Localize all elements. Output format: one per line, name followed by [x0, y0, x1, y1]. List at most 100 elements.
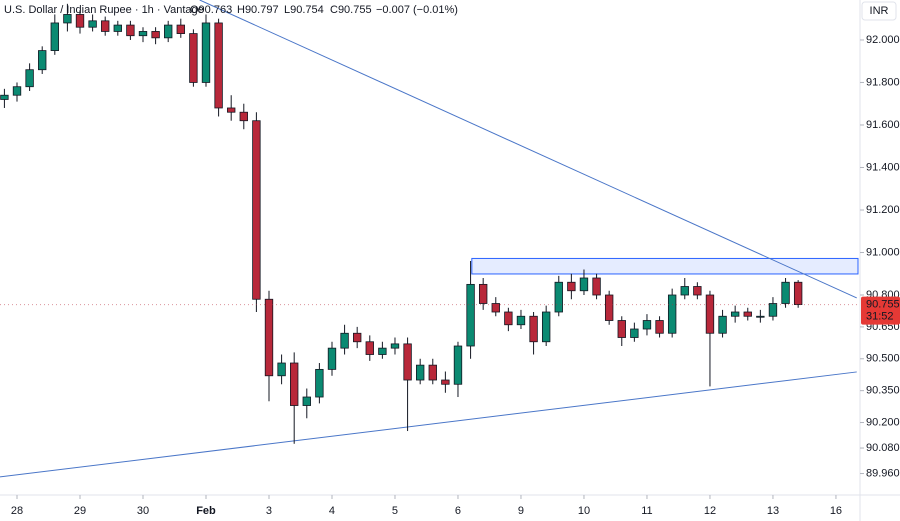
- candle-body: [88, 20, 97, 28]
- candle-body: [617, 320, 626, 338]
- y-tick-label: 91.400: [866, 161, 900, 173]
- candle-body: [315, 368, 324, 398]
- last-price-box: [861, 296, 900, 325]
- candle-body: [264, 298, 274, 377]
- x-tick-label: 29: [74, 505, 86, 517]
- x-tick-label: 11: [641, 505, 652, 517]
- candle-body: [793, 281, 803, 305]
- y-tick-label: 91.800: [866, 76, 900, 88]
- x-tick-label: 3: [266, 505, 272, 517]
- candle-body: [277, 362, 286, 377]
- candle-body: [189, 33, 198, 83]
- y-tick-label: 90.200: [866, 416, 900, 428]
- candle-body: [227, 107, 236, 113]
- y-tick-label: 91.600: [866, 119, 900, 131]
- candle-body: [403, 343, 412, 381]
- candle-body: [655, 320, 664, 334]
- candle-body: [579, 277, 589, 292]
- candle-body: [353, 332, 362, 343]
- resistance-zone: [471, 257, 859, 275]
- candle-body: [541, 311, 551, 343]
- y-tick-label: 90.500: [866, 353, 900, 365]
- x-tick-label: 13: [767, 505, 779, 517]
- candle-body: [0, 94, 9, 100]
- y-tick-label: 89.960: [866, 467, 900, 479]
- currency[interactable]: INR: [870, 5, 889, 17]
- x-tick-label: 28: [11, 505, 23, 517]
- candle-body: [327, 347, 337, 370]
- last-price-label: 90.755: [866, 298, 900, 310]
- trendline: [0, 371, 857, 478]
- candle-body: [491, 303, 500, 313]
- x-tick-label: 9: [518, 505, 524, 517]
- candle-body: [567, 281, 576, 292]
- candle-body: [214, 22, 223, 109]
- candle-body: [302, 396, 311, 406]
- candle-body: [718, 315, 727, 334]
- ohlc-value: C90.755: [330, 4, 372, 16]
- candle-body: [164, 24, 173, 39]
- candle-body: [428, 364, 437, 381]
- candle-body: [176, 24, 185, 34]
- candle-body: [693, 286, 702, 296]
- x-tick-label: 5: [392, 505, 398, 517]
- y-tick-label: 91.200: [866, 204, 900, 216]
- candle-body: [365, 341, 374, 355]
- candle-body: [516, 315, 526, 326]
- ohlc-value: H90.797: [237, 4, 279, 16]
- candle-body: [126, 24, 135, 37]
- candle-body: [667, 294, 677, 334]
- candle-body: [25, 69, 34, 88]
- ohlc-value: L90.754: [284, 4, 324, 16]
- candle-body: [340, 332, 349, 349]
- candle-body: [201, 22, 211, 83]
- candle-body: [781, 281, 790, 304]
- currency-box[interactable]: [861, 1, 897, 21]
- x-tick-label: 6: [455, 505, 461, 517]
- candle-body: [252, 120, 261, 300]
- candle-body: [113, 24, 122, 32]
- ohlc-value: O90.763: [190, 4, 232, 16]
- candle-body: [630, 328, 639, 338]
- candle-body: [151, 31, 160, 39]
- candle-body: [642, 320, 652, 330]
- candle-body: [38, 50, 47, 71]
- candle-body: [705, 294, 715, 334]
- candle-body: [554, 281, 563, 313]
- candle-body: [239, 111, 248, 122]
- candle-body: [743, 311, 752, 317]
- candle-body: [680, 286, 689, 296]
- candle-body: [390, 343, 400, 349]
- countdown: 31:52: [866, 310, 894, 322]
- x-tick-label: 4: [329, 505, 335, 517]
- candle-body: [378, 347, 387, 355]
- candle-body: [50, 22, 59, 51]
- y-tick-label: 92.000: [866, 34, 900, 46]
- chart-title: U.S. Dollar / Indian Rupee · 1h · Vantag…: [4, 4, 204, 16]
- candle-body: [453, 345, 463, 385]
- candle-body: [466, 283, 475, 347]
- x-tick-label: Feb: [196, 505, 216, 517]
- x-tick-label: 10: [578, 505, 590, 517]
- y-tick-label: 90.350: [866, 385, 900, 397]
- candle-body: [730, 311, 740, 317]
- y-tick-label: 90.080: [866, 442, 900, 454]
- candle-body: [592, 277, 601, 296]
- trendline: [199, 0, 857, 299]
- candle-body: [138, 31, 148, 37]
- candle-body: [756, 315, 765, 318]
- candle-body: [441, 379, 450, 385]
- candle-body: [504, 311, 513, 326]
- y-tick-label: 91.000: [866, 246, 900, 258]
- x-tick-label: 16: [830, 505, 842, 517]
- candle-body: [416, 364, 425, 381]
- x-tick-label: 30: [137, 505, 149, 517]
- candle-body: [101, 20, 110, 32]
- ohlc-value: −0.007 (−0.01%): [376, 4, 458, 16]
- candle-body: [290, 362, 299, 406]
- x-tick-label: 12: [704, 505, 716, 517]
- candle-body: [75, 14, 85, 28]
- candle-body: [63, 14, 72, 24]
